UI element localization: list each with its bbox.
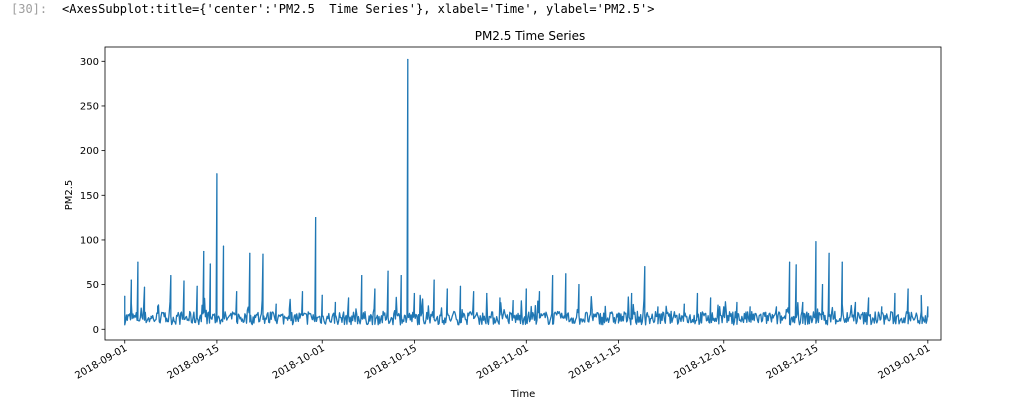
- data-point: [143, 286, 146, 288]
- x-tick-label: 2018-11-01: [475, 343, 531, 382]
- data-point: [236, 291, 238, 293]
- x-axis: 2018-09-01 2018-09-15 2018-10-01 2018-10-15…: [73, 340, 932, 382]
- data-point: [775, 306, 778, 308]
- data-point: [407, 58, 409, 61]
- data-point: [736, 301, 738, 304]
- data-point: [249, 252, 251, 254]
- x-tick-label: 2018-10-15: [363, 343, 419, 382]
- data-point: [150, 317, 152, 320]
- y-tick-label: 50: [86, 280, 99, 291]
- data-point: [867, 297, 870, 299]
- data-point: [387, 270, 389, 272]
- data-point: [881, 306, 883, 308]
- plot-area: [124, 58, 929, 326]
- data-point: [525, 288, 527, 290]
- data-point: [762, 312, 764, 314]
- axes-frame: [104, 46, 942, 341]
- data-point: [512, 300, 514, 302]
- y-axis: 0 50 100 150 200 250 300: [80, 57, 105, 336]
- data-point: [657, 306, 659, 308]
- data-point: [788, 261, 791, 263]
- data-point: [565, 273, 567, 275]
- y-tick-label: 0: [93, 325, 99, 336]
- y-axis-label: PM2.5: [64, 180, 75, 211]
- data-point: [301, 291, 304, 293]
- data-point: [413, 292, 415, 295]
- data-point: [828, 252, 830, 254]
- y-tick-label: 250: [80, 101, 99, 112]
- data-point: [321, 294, 323, 296]
- data-point: [710, 297, 712, 299]
- data-point: [361, 275, 363, 277]
- data-point: [920, 310, 922, 313]
- y-tick-label: 100: [80, 235, 99, 246]
- data-point: [499, 297, 501, 299]
- data-point: [723, 306, 725, 308]
- data-point: [196, 285, 198, 288]
- data-point: [334, 301, 336, 304]
- cell-prompt: [30]:: [11, 2, 48, 16]
- x-tick-label: 2018-09-15: [166, 343, 222, 382]
- data-point: [203, 250, 205, 253]
- data-point: [907, 288, 909, 290]
- x-tick-label: 2018-12-01: [672, 343, 728, 382]
- data-point: [400, 275, 402, 277]
- data-point: [459, 285, 462, 288]
- data-point: [591, 309, 593, 311]
- x-tick-label: 2018-12-15: [765, 343, 821, 382]
- data-point: [137, 261, 139, 263]
- x-tick-label: 2019-01-01: [876, 343, 932, 382]
- x-tick-label: 2018-10-01: [271, 343, 327, 382]
- data-point: [130, 279, 132, 281]
- data-point: [183, 280, 185, 282]
- data-point: [617, 312, 620, 314]
- data-point: [347, 297, 350, 299]
- data-point: [446, 288, 448, 290]
- data-point: [670, 310, 672, 313]
- data-point: [288, 317, 290, 320]
- cell-output-repr: <AxesSubplot:title={'center':'PM2.5 Time…: [62, 2, 655, 16]
- data-point: [644, 266, 646, 268]
- chart-title: PM2.5 Time Series: [475, 29, 586, 43]
- data-point: [894, 292, 896, 295]
- data-point: [821, 284, 824, 286]
- data-point: [578, 284, 580, 286]
- data-point: [374, 288, 376, 290]
- y-tick-label: 200: [80, 146, 99, 157]
- data-point: [927, 306, 929, 308]
- data-point: [473, 291, 475, 293]
- x-tick-label: 2018-09-01: [73, 343, 129, 382]
- data-point: [696, 292, 699, 295]
- data-point: [631, 292, 633, 295]
- data-point: [209, 263, 211, 265]
- series-line-pm25: [124, 58, 929, 326]
- data-point: [216, 173, 218, 175]
- data-point: [262, 253, 264, 255]
- y-tick-label: 150: [80, 191, 99, 202]
- data-point: [604, 306, 606, 308]
- data-point: [538, 291, 541, 293]
- data-point: [854, 301, 857, 304]
- data-point: [683, 303, 685, 305]
- data-point: [315, 217, 317, 219]
- data-point: [749, 306, 751, 308]
- data-point: [157, 312, 159, 314]
- data-point: [433, 279, 435, 281]
- x-tick-label: 2018-11-15: [567, 343, 623, 382]
- data-point: [552, 275, 554, 277]
- data-point: [275, 303, 277, 305]
- data-point: [170, 275, 172, 277]
- data-point: [795, 264, 797, 266]
- data-point: [420, 306, 422, 308]
- data-point: [815, 241, 817, 243]
- y-tick-label: 300: [80, 57, 99, 68]
- data-point: [841, 261, 843, 263]
- data-point: [486, 292, 488, 295]
- data-point: [802, 301, 804, 304]
- x-axis-label: Time: [510, 389, 535, 400]
- data-point: [124, 295, 126, 297]
- data-point: [222, 245, 225, 247]
